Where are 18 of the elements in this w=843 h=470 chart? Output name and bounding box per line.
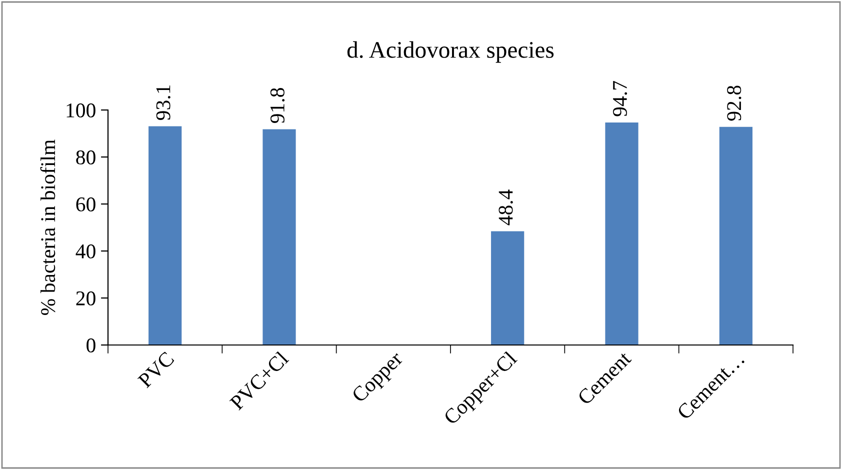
data-label: 48.4 [498, 190, 513, 226]
data-label: 91.8 [270, 88, 285, 124]
bar [262, 129, 296, 345]
y-tick-label: 80 [76, 150, 96, 164]
y-axis-title: % bacteria in biofilm [40, 140, 56, 316]
y-tick-label: 100 [66, 103, 96, 118]
bar [491, 231, 524, 345]
y-tick-label: 60 [76, 197, 96, 212]
data-label: 93.1 [156, 85, 170, 120]
bar [148, 126, 182, 345]
data-label: 94.7 [612, 81, 628, 116]
bar [719, 126, 752, 345]
y-tick-label: 0 [86, 338, 96, 352]
data-label: 92.8 [727, 86, 742, 121]
y-tick-label: 20 [76, 291, 96, 306]
y-tick-label: 40 [76, 244, 96, 258]
chart-title: d. Acidovorax species [347, 41, 554, 63]
bar [605, 122, 638, 345]
